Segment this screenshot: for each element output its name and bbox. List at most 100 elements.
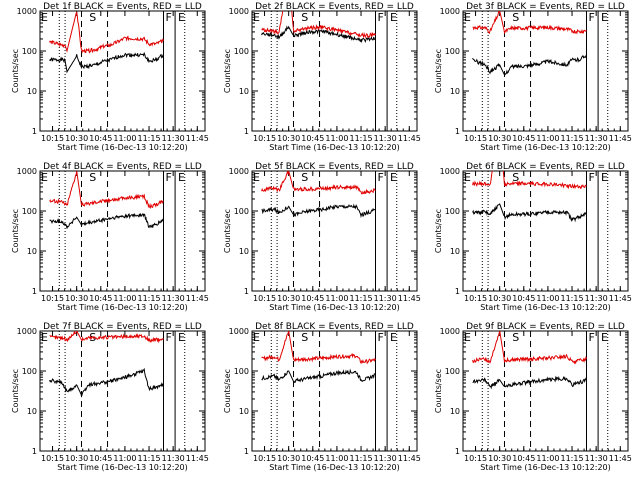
x-tick-label: 11:45: [609, 134, 632, 143]
x-tick-label: 10:15: [253, 134, 276, 143]
x-tick-label: 11:15: [561, 134, 584, 143]
y-tick-label: 1: [455, 127, 460, 136]
x-tick-label: 10:30: [65, 134, 88, 143]
y-tick-label: 1: [32, 287, 37, 296]
y-tick-label: 1000: [440, 7, 460, 16]
y-tick-label: 100: [234, 207, 249, 216]
y-tick-label: 10: [239, 407, 249, 416]
series-line-events: [472, 54, 587, 76]
event-marker-label: F: [588, 331, 594, 344]
y-axis-label: Counts/sec: [11, 49, 20, 93]
series-line-lld: [472, 171, 587, 190]
chart-panel-4: Det 4f BLACK = Events, RED = LLD 1 10 100 10…: [11, 162, 209, 312]
event-marker-label: E: [390, 171, 397, 184]
x-tick-label: 11:30: [374, 454, 397, 463]
x-tick-label: 10:45: [512, 134, 535, 143]
x-tick-label: 11:45: [609, 294, 632, 303]
plot-frame: [462, 10, 629, 132]
x-tick-label: 10:30: [277, 134, 300, 143]
event-marker-label: E: [253, 11, 260, 24]
event-marker-label: E: [390, 11, 397, 24]
series-line-events: [49, 51, 164, 74]
event-marker-label: F: [588, 171, 594, 184]
x-tick-label: 11:00: [536, 294, 559, 303]
chart-title: Det 2f BLACK = Events, RED = LLD: [255, 2, 414, 12]
x-tick-label: 10:45: [89, 454, 112, 463]
x-tick-label: 11:30: [374, 294, 397, 303]
series-line-events: [49, 212, 164, 229]
x-tick-label: 11:45: [398, 134, 421, 143]
x-tick-label: 11:15: [561, 454, 584, 463]
event-marker-label: F: [377, 11, 383, 24]
reference-lines: [481, 171, 609, 291]
x-tick-label: 11:00: [325, 134, 348, 143]
x-tick-label: 11:00: [325, 454, 348, 463]
y-tick-label: 10: [450, 87, 460, 96]
x-tick-label: 11:15: [138, 134, 161, 143]
y-tick-label: 1000: [17, 327, 37, 336]
x-axis-label: Start Time (16-Dec-13 10:12:20): [57, 143, 188, 152]
y-axis-label: Counts/sec: [223, 209, 232, 253]
x-tick-label: 10:45: [89, 294, 112, 303]
plot-frame: [39, 10, 206, 132]
plot-frame: [251, 10, 418, 132]
plot-frame: [462, 330, 629, 452]
plot-frame: [251, 170, 418, 292]
x-tick-label: 11:30: [585, 294, 608, 303]
x-tick-label: 11:45: [398, 454, 421, 463]
chart-title: Det 3f BLACK = Events, RED = LLD: [466, 2, 625, 12]
x-tick-label: 10:15: [464, 454, 487, 463]
x-tick-label: 10:45: [512, 454, 535, 463]
x-tick-label: 11:00: [113, 134, 136, 143]
x-tick-label: 10:45: [301, 294, 324, 303]
x-tick-label: 11:00: [536, 454, 559, 463]
y-tick-label: 10: [27, 407, 37, 416]
y-tick-label: 100: [22, 47, 37, 56]
series-line-events: [261, 203, 376, 219]
chart-panel-5: Det 5f BLACK = Events, RED = LLD 1 10 100 10…: [223, 162, 421, 312]
series-line-events: [261, 368, 376, 384]
x-tick-label: 11:45: [186, 294, 209, 303]
event-marker-label: E: [464, 171, 471, 184]
chart-title: Det 5f BLACK = Events, RED = LLD: [255, 162, 414, 172]
y-tick-label: 1000: [17, 7, 37, 16]
x-tick-label: 11:00: [536, 134, 559, 143]
y-tick-label: 100: [445, 47, 460, 56]
event-marker-label: F: [165, 171, 171, 184]
series-line-lld: [49, 171, 164, 209]
event-marker-label: E: [464, 331, 471, 344]
x-tick-label: 11:15: [350, 294, 373, 303]
event-marker-label: F: [377, 171, 383, 184]
event-marker-label: S: [89, 11, 96, 24]
chart-title: Det 6f BLACK = Events, RED = LLD: [466, 162, 625, 172]
y-tick-label: 1: [455, 447, 460, 456]
plot-frame: [251, 330, 418, 452]
x-tick-label: 10:45: [512, 294, 535, 303]
chart-panel-1: Det 1f BLACK = Events, RED = LLD 1 10 100 10…: [11, 2, 209, 152]
x-tick-label: 10:30: [488, 134, 511, 143]
x-tick-label: 11:45: [398, 294, 421, 303]
event-marker-label: E: [253, 331, 260, 344]
reference-lines: [270, 171, 398, 291]
reference-lines: [58, 11, 186, 131]
y-tick-label: 10: [450, 407, 460, 416]
x-tick-label: 10:15: [41, 134, 64, 143]
x-axis-label: Start Time (16-Dec-13 10:12:20): [480, 143, 611, 152]
chart-title: Det 7f BLACK = Events, RED = LLD: [43, 322, 202, 332]
x-tick-label: 10:30: [488, 294, 511, 303]
event-marker-label: S: [512, 171, 519, 184]
x-tick-label: 10:30: [277, 454, 300, 463]
event-marker-label: F: [165, 331, 171, 344]
event-marker-label: E: [178, 331, 185, 344]
chart-panel-3: Det 3f BLACK = Events, RED = LLD 1 10 100 10…: [434, 2, 632, 152]
event-marker-label: E: [464, 11, 471, 24]
event-marker-label: F: [588, 11, 594, 24]
y-axis-label: Counts/sec: [434, 369, 443, 413]
x-tick-label: 11:30: [585, 134, 608, 143]
x-tick-label: 10:45: [301, 134, 324, 143]
event-marker-label: S: [512, 331, 519, 344]
x-tick-label: 10:45: [301, 454, 324, 463]
event-marker-label: E: [41, 11, 48, 24]
series-line-events: [261, 25, 376, 44]
y-tick-label: 100: [234, 367, 249, 376]
